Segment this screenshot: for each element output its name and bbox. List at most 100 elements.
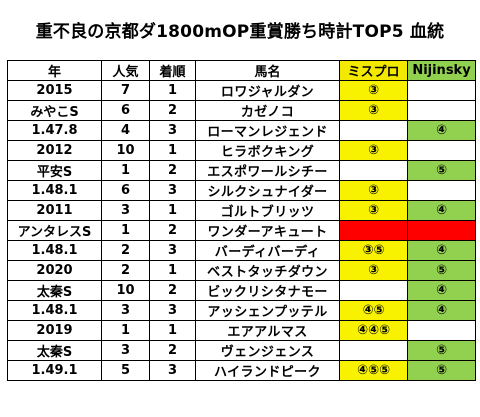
- cell-nijinsky: ④: [407, 200, 476, 221]
- cell-popularity: 7: [101, 80, 150, 101]
- header-row: 年 人気 着順 馬名 ミスプロ Nijinsky: [7, 60, 476, 81]
- cell-finish: 3: [149, 180, 196, 201]
- cell-horse: ローマンレジェンド: [195, 120, 340, 141]
- cell-year: 1.48.1: [7, 300, 102, 321]
- cell-year: アンタレスS: [7, 220, 102, 241]
- table-row: 1.47.8 4 3 ローマンレジェンド ④: [7, 120, 476, 141]
- cell-horse: シルクシュナイダー: [195, 180, 340, 201]
- cell-finish: 1: [149, 260, 196, 281]
- cell-horse: ヒラボクキング: [195, 140, 340, 161]
- cell-nijinsky: ⑤: [407, 160, 476, 181]
- cell-horse: アッシェンプッテル: [195, 300, 340, 321]
- cell-horse: ロワジャルダン: [195, 80, 340, 101]
- cell-year: 平安S: [7, 160, 102, 181]
- cell-finish: 1: [149, 320, 196, 341]
- cell-year: 太秦S: [7, 340, 102, 361]
- cell-nijinsky: [407, 100, 476, 121]
- cell-mispro: ③: [339, 180, 408, 201]
- cell-mispro: ③: [339, 140, 408, 161]
- cell-nijinsky: ④: [407, 300, 476, 321]
- cell-mispro: ④⑤: [339, 300, 408, 321]
- table-row: 太秦S 3 2 ヴェンジェンス ⑤: [7, 340, 476, 361]
- cell-popularity: 3: [101, 340, 150, 361]
- table-row: アンタレスS 1 2 ワンダーアキュート: [7, 220, 476, 241]
- cell-finish: 2: [149, 100, 196, 121]
- cell-year: 2020: [7, 260, 102, 281]
- cell-year: 太秦S: [7, 280, 102, 301]
- cell-horse: エスポワールシチー: [195, 160, 340, 181]
- cell-year: 1.48.1: [7, 240, 102, 261]
- cell-nijinsky: [407, 320, 476, 341]
- cell-nijinsky: [407, 220, 476, 241]
- cell-popularity: 6: [101, 100, 150, 121]
- table-row: 2012 10 1 ヒラボクキング ③: [7, 140, 476, 161]
- cell-nijinsky: ④: [407, 240, 476, 261]
- cell-finish: 1: [149, 80, 196, 101]
- cell-finish: 3: [149, 360, 196, 381]
- cell-year: みやこS: [7, 100, 102, 121]
- cell-mispro: [339, 280, 408, 301]
- header-popularity: 人気: [101, 60, 150, 81]
- table-row: 2015 7 1 ロワジャルダン ③: [7, 80, 476, 101]
- cell-popularity: 1: [101, 160, 150, 181]
- cell-nijinsky: ⑤: [407, 260, 476, 281]
- cell-mispro: [339, 160, 408, 181]
- cell-finish: 2: [149, 340, 196, 361]
- cell-nijinsky: ④: [407, 120, 476, 141]
- header-year: 年: [7, 60, 102, 81]
- table-row: 平安S 1 2 エスポワールシチー ⑤: [7, 160, 476, 181]
- cell-mispro: ③: [339, 260, 408, 281]
- cell-popularity: 6: [101, 180, 150, 201]
- cell-popularity: 2: [101, 240, 150, 261]
- cell-nijinsky: [407, 180, 476, 201]
- header-horse: 馬名: [195, 60, 340, 81]
- cell-year: 2015: [7, 80, 102, 101]
- table-row: みやこS 6 2 カゼノコ ③: [7, 100, 476, 121]
- cell-horse: バーディバーディ: [195, 240, 340, 261]
- cell-finish: 3: [149, 300, 196, 321]
- cell-nijinsky: ⑤: [407, 340, 476, 361]
- cell-mispro: [339, 220, 408, 241]
- cell-popularity: 2: [101, 260, 150, 281]
- cell-popularity: 4: [101, 120, 150, 141]
- cell-year: 1.47.8: [7, 120, 102, 141]
- cell-mispro: ③: [339, 100, 408, 121]
- cell-finish: 3: [149, 240, 196, 261]
- cell-nijinsky: ④: [407, 280, 476, 301]
- cell-horse: エアアルマス: [195, 320, 340, 341]
- table-row: 1.48.1 6 3 シルクシュナイダー ③: [7, 180, 476, 201]
- cell-year: 2012: [7, 140, 102, 161]
- cell-mispro: [339, 120, 408, 141]
- cell-mispro: ④⑤⑤: [339, 360, 408, 381]
- cell-nijinsky: [407, 140, 476, 161]
- page-title: 重不良の京都ダ1800mOP重賞勝ち時計TOP5 血統: [35, 21, 445, 42]
- table-row: 1.48.1 3 3 アッシェンプッテル ④⑤ ④: [7, 300, 476, 321]
- cell-horse: ワンダーアキュート: [195, 220, 340, 241]
- cell-popularity: 10: [101, 140, 150, 161]
- cell-nijinsky: ⑤: [407, 360, 476, 381]
- table-row: 太秦S 10 2 ビックリシタナモー ④: [7, 280, 476, 301]
- header-nijinsky: Nijinsky: [407, 60, 476, 81]
- cell-finish: 1: [149, 140, 196, 161]
- cell-mispro: ③⑤: [339, 240, 408, 261]
- cell-finish: 2: [149, 160, 196, 181]
- header-finish: 着順: [149, 60, 196, 81]
- cell-horse: ベストタッチダウン: [195, 260, 340, 281]
- cell-finish: 2: [149, 280, 196, 301]
- cell-mispro: ③: [339, 80, 408, 101]
- bloodline-table: 年 人気 着順 馬名 ミスプロ Nijinsky 2015 7 1 ロワジャルダン ③ み…: [7, 60, 476, 381]
- cell-mispro: ③: [339, 200, 408, 221]
- table-row: 1.48.1 2 3 バーディバーディ ③⑤ ④: [7, 240, 476, 261]
- table-row: 2019 1 1 エアアルマス ④④⑤: [7, 320, 476, 341]
- cell-year: 1.48.1: [7, 180, 102, 201]
- cell-horse: ヴェンジェンス: [195, 340, 340, 361]
- table-row: 2020 2 1 ベストタッチダウン ③ ⑤: [7, 260, 476, 281]
- cell-finish: 3: [149, 120, 196, 141]
- cell-popularity: 1: [101, 320, 150, 341]
- cell-year: 2019: [7, 320, 102, 341]
- cell-year: 1.49.1: [7, 360, 102, 381]
- table-row: 1.49.1 5 3 ハイランドピーク ④⑤⑤ ⑤: [7, 360, 476, 381]
- cell-popularity: 5: [101, 360, 150, 381]
- table-body: 2015 7 1 ロワジャルダン ③ みやこS 6 2 カゼノコ ③ 1.47.8 4 3 ローマンレジェ…: [7, 80, 476, 381]
- cell-nijinsky: [407, 80, 476, 101]
